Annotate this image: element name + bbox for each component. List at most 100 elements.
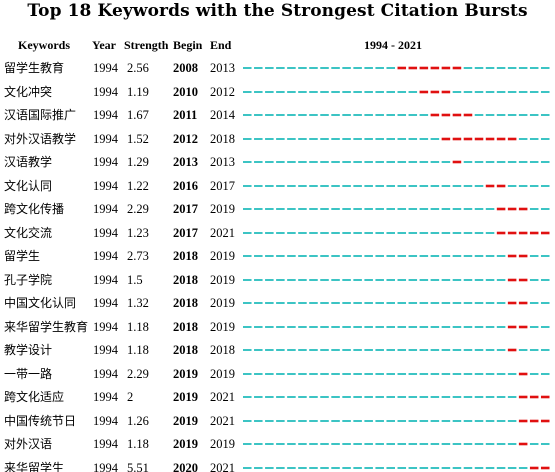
end-cell: 2018 — [210, 343, 235, 357]
begin-cell: 2018 — [173, 296, 198, 310]
strength-cell: 1.18 — [127, 437, 149, 451]
strength-cell: 1.18 — [127, 343, 149, 357]
strength-cell: 1.67 — [127, 108, 149, 122]
header-range: 1994 - 2021 — [364, 38, 422, 52]
keyword-cell: 对外汉语 — [4, 437, 53, 451]
year-cell: 1994 — [93, 84, 118, 99]
end-cell: 2019 — [210, 272, 235, 287]
burst-timeline — [243, 395, 550, 399]
strength-cell: 2.29 — [127, 202, 149, 216]
year-cell: 1994 — [93, 272, 118, 287]
year-cell: 1994 — [93, 61, 118, 75]
begin-cell: 2008 — [173, 61, 198, 75]
burst-timeline — [243, 348, 550, 352]
strength-cell: 1.22 — [127, 178, 149, 193]
year-cell: 1994 — [93, 413, 118, 428]
begin-cell: 2018 — [173, 319, 198, 334]
year-cell: 1994 — [93, 131, 118, 146]
keyword-cell: 一带一路 — [4, 366, 53, 381]
table-row: 一带一路 1994 2.29 2019 2019 — [0, 364, 555, 386]
begin-cell: 2018 — [173, 343, 198, 357]
year-cell: 1994 — [93, 155, 118, 169]
burst-timeline — [243, 301, 550, 305]
keyword-cell: 对外汉语教学 — [4, 131, 77, 146]
burst-timeline — [243, 442, 550, 446]
table-row: 来华留学生教育 1994 1.18 2018 2019 — [0, 317, 555, 339]
table-row: 对外汉语 1994 1.18 2019 2019 — [0, 434, 555, 456]
header-year: Year — [92, 38, 116, 52]
end-cell: 2019 — [210, 296, 235, 310]
end-cell: 2021 — [210, 413, 235, 428]
end-cell: 2019 — [210, 366, 235, 381]
begin-cell: 2010 — [173, 84, 198, 99]
burst-timeline — [243, 325, 550, 328]
burst-timeline — [243, 113, 550, 117]
end-cell: 2014 — [210, 108, 235, 122]
begin-cell: 2013 — [173, 155, 198, 169]
strength-cell: 5.51 — [127, 460, 149, 472]
table-row: 中国文化认同 1994 1.32 2018 2019 — [0, 293, 555, 315]
burst-timeline — [243, 419, 550, 422]
keyword-cell: 文化冲突 — [4, 84, 53, 99]
table-row: 文化冲突 1994 1.19 2010 2012 — [0, 82, 555, 104]
end-cell: 2017 — [210, 178, 235, 193]
end-cell: 2021 — [210, 225, 235, 240]
strength-cell: 2.73 — [127, 249, 149, 263]
table-row: 中国传统节日 1994 1.26 2019 2021 — [0, 411, 555, 433]
year-cell: 1994 — [93, 460, 118, 472]
begin-cell: 2017 — [173, 225, 198, 240]
begin-cell: 2019 — [173, 390, 198, 404]
strength-cell: 1.18 — [127, 319, 149, 334]
keyword-cell: 文化认同 — [4, 178, 53, 193]
keyword-cell: 教学设计 — [4, 343, 53, 357]
burst-timeline — [243, 466, 550, 469]
burst-timeline — [243, 90, 550, 93]
keyword-cell: 跨文化传播 — [4, 202, 65, 216]
year-cell: 1994 — [93, 202, 118, 216]
burst-timeline — [243, 66, 550, 70]
end-cell: 2021 — [210, 460, 235, 472]
strength-cell: 1.19 — [127, 84, 149, 99]
header-strength: Strength — [124, 38, 169, 52]
table-row: 对外汉语教学 1994 1.52 2012 2018 — [0, 129, 555, 151]
strength-cell: 1.23 — [127, 225, 149, 240]
year-cell: 1994 — [93, 225, 118, 240]
end-cell: 2019 — [210, 437, 235, 451]
burst-timeline — [243, 184, 550, 187]
keyword-cell: 文化交流 — [4, 225, 53, 240]
begin-cell: 2017 — [173, 202, 198, 216]
year-cell: 1994 — [93, 178, 118, 193]
end-cell: 2018 — [210, 131, 235, 146]
year-cell: 1994 — [93, 390, 118, 404]
burst-timeline — [243, 137, 550, 140]
table-row: 来华留学生 1994 5.51 2020 2021 — [0, 458, 555, 472]
table-row: 孔子学院 1994 1.5 2018 2019 — [0, 270, 555, 292]
year-cell: 1994 — [93, 249, 118, 263]
table-row: 文化认同 1994 1.22 2016 2017 — [0, 176, 555, 198]
strength-cell: 2.56 — [127, 61, 149, 75]
table-row: 留学生教育 1994 2.56 2008 2013 — [0, 58, 555, 80]
keyword-cell: 中国文化认同 — [4, 296, 77, 310]
table-row: 留学生 1994 2.73 2018 2019 — [0, 246, 555, 268]
keyword-cell: 中国传统节日 — [4, 413, 77, 428]
table-row: 文化交流 1994 1.23 2017 2021 — [0, 223, 555, 245]
strength-cell: 1.26 — [127, 413, 149, 428]
figure-title: Top 18 Keywords with the Strongest Citat… — [27, 1, 528, 21]
begin-cell: 2018 — [173, 272, 198, 287]
end-cell: 2019 — [210, 202, 235, 216]
table-row: 汉语教学 1994 1.29 2013 2013 — [0, 152, 555, 174]
burst-timeline — [243, 372, 550, 375]
burst-timeline — [243, 207, 550, 211]
strength-cell: 2.29 — [127, 366, 149, 381]
end-cell: 2019 — [210, 319, 235, 334]
header-keywords: Keywords — [18, 38, 70, 52]
year-cell: 1994 — [93, 366, 118, 381]
end-cell: 2019 — [210, 249, 235, 263]
begin-cell: 2019 — [173, 366, 198, 381]
begin-cell: 2011 — [173, 108, 198, 122]
strength-cell: 2 — [127, 390, 134, 404]
keyword-cell: 来华留学生 — [4, 460, 65, 472]
keyword-cell: 来华留学生教育 — [4, 319, 89, 334]
keyword-cell: 孔子学院 — [4, 272, 53, 287]
